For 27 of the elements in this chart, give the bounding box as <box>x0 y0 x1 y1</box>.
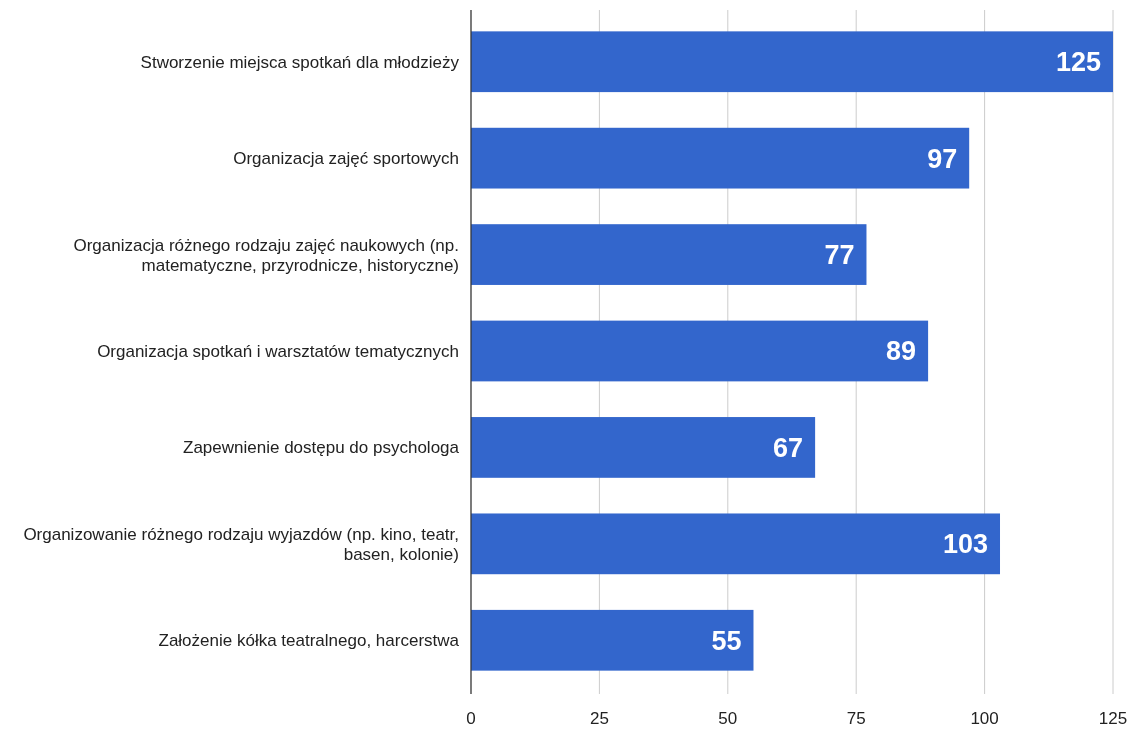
data-label: 97 <box>927 143 958 174</box>
bar <box>471 513 1001 575</box>
y-tick-label: Założenie kółka teatralnego, harcerstwa <box>158 631 460 651</box>
x-tick-label: 100 <box>970 709 999 728</box>
bar <box>471 127 970 189</box>
y-tick-label: Organizacja różnego rodzaju zajęć naukowych (np. matematyczne, przyrodnicze, historyczne) <box>73 235 459 275</box>
x-tick-label: 50 <box>718 709 738 728</box>
data-label: 103 <box>942 529 989 560</box>
y-tick-label: Organizowanie różnego rodzaju wyjazdów (np. kino, teatr, basen, kolonie) <box>23 524 459 564</box>
y-tick-label: Stworzenie miejsca spotkań dla młodzieży <box>140 52 460 72</box>
y-tick-label: Organizacja zajęć sportowych <box>233 149 459 169</box>
bar <box>471 417 816 478</box>
data-label: 89 <box>886 336 917 367</box>
data-label: 77 <box>824 240 855 271</box>
bar <box>471 31 1113 93</box>
y-tick-label: Zapewnienie dostępu do psychologa <box>183 438 460 458</box>
data-label: 55 <box>711 625 742 656</box>
x-tick-label: 75 <box>846 709 866 728</box>
data-label: 67 <box>773 432 804 463</box>
bar <box>471 320 929 382</box>
y-tick-label: Organizacja spotkań i warsztatów tematycznych <box>97 341 459 361</box>
bar <box>471 224 867 285</box>
x-tick-label: 125 <box>1098 709 1128 728</box>
x-tick-label: 0 <box>466 709 476 728</box>
data-label: 125 <box>1055 47 1101 78</box>
bar <box>471 609 754 671</box>
x-tick-label: 25 <box>589 709 609 728</box>
